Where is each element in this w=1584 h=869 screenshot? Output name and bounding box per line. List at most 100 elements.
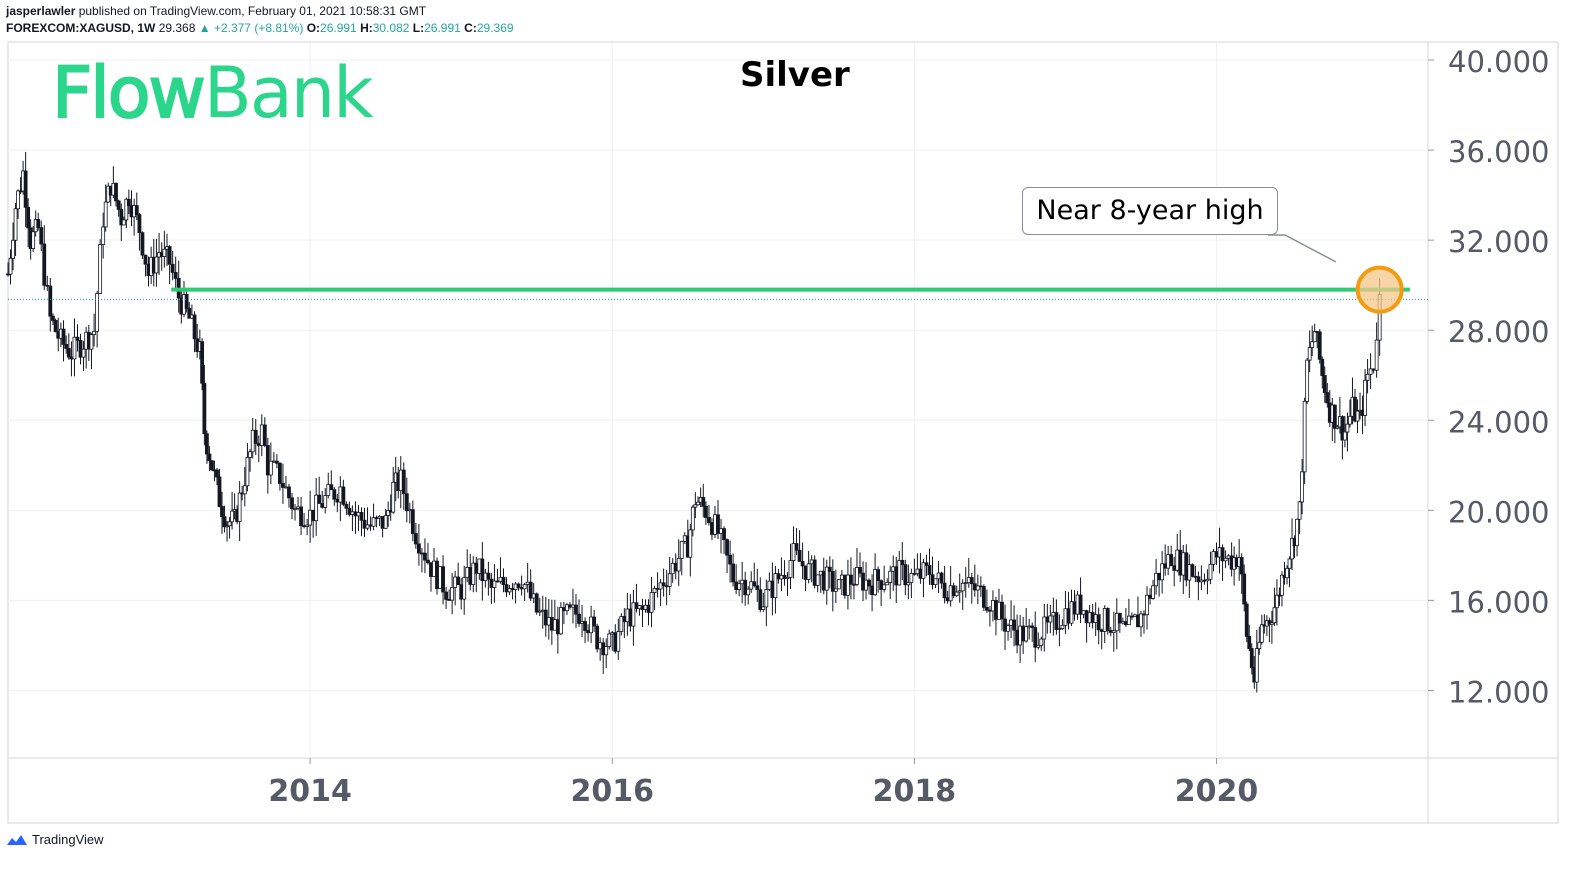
price-bar-body (1345, 423, 1350, 433)
price-bar-body (540, 609, 545, 612)
price-bar-body (1190, 564, 1195, 577)
price-bar-body (571, 604, 575, 608)
price-bar-body (954, 591, 959, 597)
footer: TradingView (6, 832, 104, 847)
callout-text: Near 8-year high (1036, 195, 1264, 226)
price-bar-body (1142, 613, 1146, 616)
price-bar-body (1039, 638, 1044, 646)
price-bar-body (737, 583, 742, 590)
price-bar-body (1244, 603, 1249, 637)
price-bar-body (1120, 621, 1125, 624)
publisher-name[interactable]: jasperlawler (6, 4, 76, 18)
price-bar-body (1105, 608, 1110, 631)
price-bar-body (126, 198, 131, 207)
price-bar-body (187, 308, 192, 319)
price-bar-body (758, 589, 763, 610)
price-bar-body (1305, 359, 1310, 402)
price-bar-body (359, 512, 364, 521)
price-bar-body (972, 583, 977, 591)
price-bar-body (401, 469, 406, 495)
price-bar-body (510, 588, 515, 590)
price-bar-body (725, 539, 729, 556)
price-bar-body (731, 563, 736, 583)
price-bar-body (350, 511, 355, 515)
price-bar-body (317, 494, 322, 504)
price-bar-body (92, 330, 97, 336)
price-bar-body (785, 576, 790, 580)
price-bar-body (486, 572, 491, 580)
price-bar-body (205, 433, 209, 455)
price-bar-body (1157, 572, 1162, 581)
price-bar-body (1193, 575, 1198, 578)
price-bar-body (1048, 615, 1053, 623)
symbol-line: FOREXCOM:XAGUSD, 1W 29.368 ▲ +2.377 (+8.… (6, 20, 514, 37)
price-bar-body (184, 294, 189, 309)
price-bar-body (98, 244, 103, 294)
price-bar-body (438, 566, 442, 590)
price-bar-body (429, 562, 433, 577)
price-bar-body (410, 509, 415, 534)
price-bar-body (265, 445, 270, 476)
price-bar-body (48, 285, 53, 317)
price-bar-body (1163, 563, 1168, 569)
price-bar-body (616, 631, 621, 652)
price-bar-body (549, 617, 554, 631)
price-bar-body (1123, 621, 1128, 626)
price-bar-body (752, 581, 757, 587)
y-tick-label: 40.000 (1448, 45, 1549, 79)
price-bar-body (761, 606, 766, 610)
price-bar-body (116, 200, 121, 210)
price-bar-body (119, 209, 124, 226)
price-bar-body (951, 585, 956, 597)
price-bar-body (534, 593, 539, 613)
price-bar-body (779, 574, 784, 580)
price-bar-body (994, 600, 998, 620)
highlight-circle[interactable] (1355, 265, 1404, 314)
price-bar-body (1223, 557, 1228, 562)
price-bar-body (1075, 594, 1080, 615)
price-bar-body (1307, 347, 1312, 361)
price-bar-body (1196, 576, 1201, 583)
price-bar-body (912, 573, 917, 575)
price-bar-body (296, 506, 300, 509)
price-bar-body (658, 582, 663, 590)
price-bar-body (1090, 612, 1095, 623)
price-bar-body (915, 568, 920, 574)
price-bar-body (1111, 630, 1116, 633)
price-bar-body (945, 597, 950, 602)
price-bar-body (936, 572, 941, 580)
price-bar-body (664, 585, 669, 588)
price-bar-body (474, 562, 479, 574)
price-bar-body (906, 582, 911, 586)
price-bar-body (1184, 552, 1189, 581)
price-bar-body (652, 588, 657, 593)
price-bar-body (1272, 607, 1277, 624)
price-bar-body (1335, 426, 1340, 429)
price-bar-body (51, 315, 55, 321)
price-bar-body (1036, 644, 1041, 648)
annotation-callout[interactable]: Near 8-year high (1022, 187, 1278, 235)
symbol-label[interactable]: FOREXCOM:XAGUSD, 1W (6, 21, 156, 35)
price-bar-body (1136, 614, 1140, 628)
price-bar-body (924, 562, 929, 566)
price-bar-body (1226, 555, 1231, 559)
price-bar-body (1066, 608, 1071, 624)
price-bar-body (604, 646, 609, 656)
price-bar-body (278, 462, 282, 484)
price-bar-body (1202, 579, 1207, 582)
price-bar-body (537, 610, 542, 613)
price-bar-body (577, 613, 581, 624)
price-bar-body (755, 585, 760, 591)
price-bar-body (423, 552, 427, 561)
price-bar-body (981, 586, 986, 608)
price-bar-body (441, 566, 445, 593)
price-bar-body (824, 566, 829, 591)
price-bar-body (815, 574, 820, 586)
y-tick-label: 36.000 (1448, 135, 1549, 169)
footer-brand[interactable]: TradingView (32, 832, 104, 847)
price-bar-body (1297, 501, 1302, 520)
price-bar-body (849, 574, 853, 585)
x-tick-label: 2020 (1175, 774, 1259, 809)
price-bar-body (1257, 641, 1262, 650)
